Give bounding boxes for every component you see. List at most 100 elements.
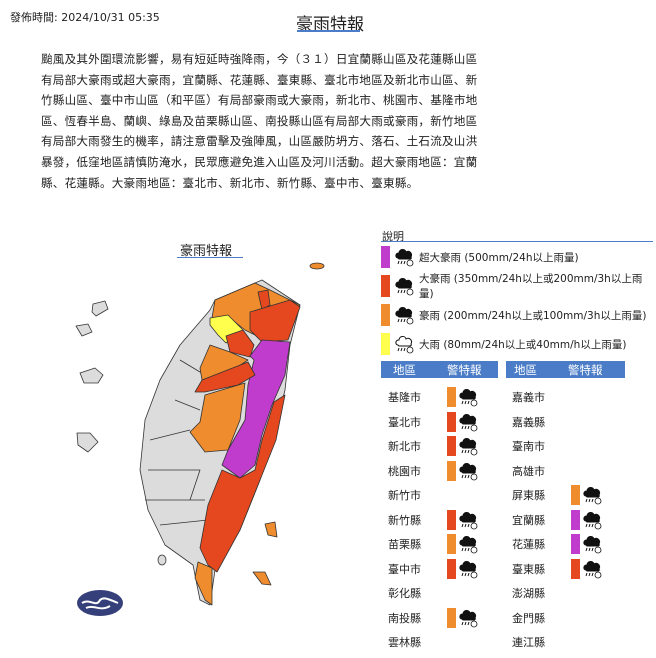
region-name: 臺中市	[388, 562, 421, 576]
warning-indicator	[571, 484, 607, 506]
table-row: 苗栗縣	[381, 533, 499, 555]
map-region-east-coast	[199, 394, 286, 573]
heavy-rain-cloud-icon	[394, 304, 416, 326]
region-name: 屏東縣	[512, 489, 545, 502]
map-penghu	[91, 300, 109, 317]
map-region-hsinchu-county	[225, 329, 255, 358]
table-row: 臺東縣	[505, 558, 623, 580]
warning-indicator	[447, 435, 483, 457]
header-warning: 警特報	[568, 362, 603, 377]
warning-swatch	[447, 534, 456, 554]
heavy-rain-cloud-icon	[458, 460, 480, 482]
warning-swatch	[447, 558, 456, 579]
heavy-rain-cloud-icon	[582, 484, 604, 506]
rain-cloud-outline-icon	[394, 333, 416, 355]
map-title: 豪雨特報	[180, 244, 233, 259]
region-name: 新北市	[388, 440, 421, 453]
warning-swatch	[447, 436, 456, 456]
table-row: 連江縣	[505, 631, 623, 653]
map-penghu	[79, 367, 104, 384]
map-island-orchid	[252, 571, 272, 586]
region-name: 彰化縣	[388, 587, 421, 600]
table-row: 南投縣	[381, 607, 499, 629]
map-island-pengjia	[309, 262, 325, 270]
warning-indicator	[447, 411, 483, 433]
legend-underline	[381, 241, 653, 242]
table-row: 屏東縣	[505, 484, 623, 506]
table-row: 彰化縣	[381, 582, 499, 604]
heavy-rain-cloud-icon	[458, 435, 480, 457]
table-row: 臺北市	[381, 411, 499, 433]
region-name: 臺南市	[512, 440, 545, 453]
warning-swatch	[447, 411, 456, 432]
heavy-rain-cloud-icon	[394, 246, 416, 268]
map-penghu	[75, 323, 93, 337]
map-title-underline	[177, 257, 243, 258]
publish-time: 發佈時間: 2024/10/31 05:35	[10, 11, 160, 24]
map-region-taipei-city	[257, 289, 271, 311]
region-name: 新竹縣	[388, 513, 421, 527]
advisory-description: 颱風及其外圍環流影響，易有短延時強降雨，今（３１）日宜蘭縣山區及花蓮縣山區有局部…	[41, 52, 478, 190]
warning-indicator	[571, 533, 607, 555]
legend-label: 大豪雨 (350mm/24h以上或200mm/3h以上雨量)	[418, 273, 643, 300]
heavy-rain-cloud-icon	[582, 533, 604, 555]
warning-swatch	[447, 387, 456, 407]
table-row: 臺中市	[381, 558, 499, 580]
region-name: 桃園市	[388, 464, 421, 478]
table-row: 花蓮縣	[505, 533, 623, 555]
heavy-rain-cloud-icon	[582, 509, 604, 531]
header-region: 地區	[393, 362, 416, 377]
region-name: 嘉義縣	[512, 415, 545, 429]
legend-label: 超大豪雨 (500mm/24h以上雨量)	[419, 251, 579, 264]
table-row: 澎湖縣	[505, 582, 623, 604]
region-name: 苗栗縣	[388, 538, 421, 551]
legend-label: 大雨 (80mm/24h以上或40mm/h以上雨量)	[419, 338, 627, 351]
table-row: 新竹市	[381, 484, 499, 506]
table-row: 宜蘭縣	[505, 509, 623, 531]
map-region-yilan-north	[249, 299, 301, 343]
map-region-yilan-hualien-mountains	[221, 339, 291, 479]
warning-indicator	[447, 460, 483, 482]
warning-indicator	[447, 607, 483, 629]
heavy-rain-cloud-icon	[458, 411, 480, 433]
table-row: 臺南市	[505, 435, 623, 457]
title-underline	[297, 30, 360, 32]
legend-item-extremely-heavy: 豪雨 (200mm/24h以上或100mm/3h以上雨量)	[381, 304, 646, 326]
table-row: 嘉義縣	[505, 411, 623, 433]
legend-swatch	[381, 304, 390, 326]
warning-swatch	[447, 460, 456, 481]
warning-indicator	[571, 558, 607, 580]
table-row: 桃園市	[381, 460, 499, 482]
heavy-rain-cloud-icon	[458, 533, 480, 555]
warning-swatch	[571, 558, 580, 579]
table-header-left: 地區 警特報	[381, 361, 498, 378]
region-name: 宜蘭縣	[512, 513, 545, 527]
warning-swatch	[571, 534, 580, 554]
heavy-rain-cloud-icon	[394, 275, 416, 297]
table-row: 新竹縣	[381, 509, 499, 531]
legend-item-heavy: 大雨 (80mm/24h以上或40mm/h以上雨量)	[381, 333, 626, 355]
warning-swatch	[571, 509, 580, 530]
legend-item-torrential: 大豪雨 (350mm/24h以上或200mm/3h以上雨量)	[381, 273, 656, 300]
table-row: 新北市	[381, 435, 499, 457]
region-name: 臺東縣	[512, 562, 545, 576]
warning-swatch	[571, 485, 580, 505]
region-name: 基隆市	[388, 391, 421, 404]
heavy-rain-cloud-icon	[458, 386, 480, 408]
region-name: 臺北市	[388, 415, 421, 429]
table-row: 高雄市	[505, 460, 623, 482]
heavy-rain-cloud-icon	[582, 558, 604, 580]
legend-item-extreme: 超大豪雨 (500mm/24h以上雨量)	[381, 246, 579, 268]
map-region-nantou	[189, 382, 246, 453]
table-row: 雲林縣	[381, 631, 499, 653]
table-row: 基隆市	[381, 386, 499, 408]
table-row: 金門縣	[505, 607, 623, 629]
region-name: 高雄市	[512, 464, 545, 478]
warning-indicator	[447, 386, 483, 408]
warning-swatch	[447, 607, 456, 628]
heavy-rain-cloud-icon	[458, 607, 480, 629]
region-name: 花蓮縣	[512, 538, 545, 551]
map-island-green	[264, 521, 278, 538]
